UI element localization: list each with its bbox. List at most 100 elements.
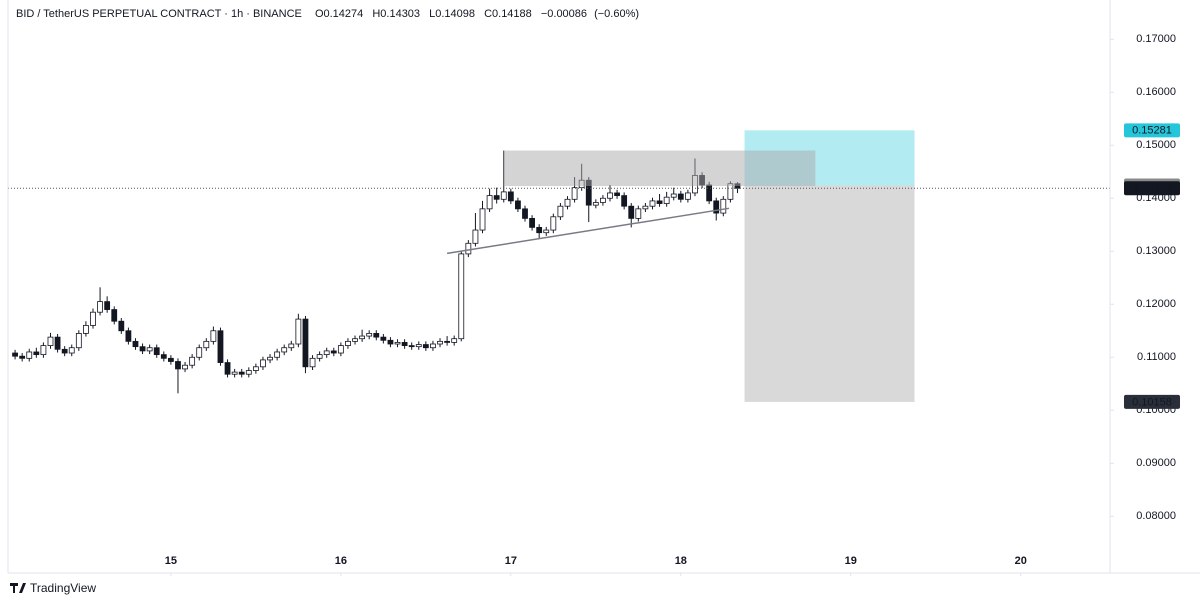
last-price-tag-box [1124,181,1180,196]
change-percent: (−0.60%) [594,8,639,20]
candle-body [522,208,528,219]
candle-body [316,354,323,359]
candle-body [337,345,344,354]
candle-body [302,318,309,368]
chart-header: BID / TetherUS PERPETUAL CONTRACT · 1h ·… [16,8,639,20]
drawings-back [744,130,915,402]
candle-body [394,342,401,345]
ohlc-value: 0.14098 [435,8,475,20]
candle-body [401,342,408,347]
x-tick-label: 16 [335,555,347,567]
candle-body [564,198,571,207]
y-tick-label: 0.16000 [1136,86,1176,98]
candle-body [252,366,259,371]
x-tick-label: 17 [505,555,517,567]
candle-body [472,229,479,244]
candle-body [260,359,266,368]
y-tick-label: 0.12000 [1136,298,1176,310]
candle-body [493,195,500,200]
candle-body [167,357,174,362]
candle-body [677,193,684,200]
candle-body [536,226,543,234]
candle-body [600,197,606,203]
candle-body [175,361,181,370]
candle-body [500,191,507,200]
candle-body [479,208,486,231]
candle-body [238,371,245,375]
candle-body [40,345,47,356]
range-rectangle [503,150,816,187]
candle-body [706,184,713,202]
candle-body [330,350,337,354]
candle-body [373,333,380,338]
y-tick-label: 0.13000 [1136,245,1176,257]
logo-icon [10,583,26,593]
candle-body [203,340,210,349]
candle-body [352,338,358,342]
candle-body [649,200,656,207]
candle-body [231,371,238,375]
candle-body [642,205,649,210]
y-tick-label: 0.15000 [1136,139,1176,151]
candle-body [309,357,316,368]
candle-body [543,229,550,234]
candle-body [47,336,54,347]
candle-body [529,217,535,228]
candle-body [267,356,273,361]
candle-body [444,340,451,343]
candle-body [670,193,677,198]
symbol-title: BID / TetherUS PERPETUAL CONTRACT · 1h ·… [16,8,302,20]
candle-body [210,330,217,342]
candle-body [111,309,118,322]
candle-body [515,200,521,210]
candle-body [430,343,436,349]
ohlc-key: C [484,8,492,20]
candle-body [160,354,167,359]
stop-tag: 0.10158 [1132,396,1172,408]
candle-body [33,351,40,356]
target-tag: 0.15281 [1132,125,1172,137]
candle-body [571,187,578,200]
trend-line [446,207,730,255]
candle-body [153,347,160,356]
candle-body [366,333,373,337]
candle-body [465,242,472,255]
candle-body [614,192,620,196]
branding-logo: TradingView [10,581,96,595]
ohlc-value: 0.14188 [492,8,532,20]
candle-body [295,318,302,345]
candle-body [635,208,642,219]
candle-body [592,202,599,206]
x-tick-label: 19 [845,555,857,567]
candle-body [621,195,628,207]
candle-body [75,333,82,349]
candle-body [408,345,415,348]
candle-body [727,183,734,200]
candle-body [451,338,458,343]
y-tick-label: 0.08000 [1136,510,1176,522]
candle-body [125,330,132,342]
candle-body [713,200,720,214]
candle-body [422,344,429,349]
candle-body [281,347,288,353]
candle-body [288,343,295,349]
ohlc-value: 0.14303 [380,8,420,20]
candle-body [12,352,18,357]
candle-body [19,355,26,359]
y-tick-label: 0.11000 [1137,351,1176,363]
candle-body [224,362,231,375]
candle-body [437,340,443,345]
candle-body [550,216,557,231]
y-tick-label: 0.09000 [1136,457,1176,469]
candle-body [90,311,96,326]
y-tick-label: 0.17000 [1136,33,1176,45]
candle-body [507,191,514,202]
change: −0.00086 [541,8,587,20]
stop-zone [744,185,915,402]
candle-body [54,336,61,350]
candle-body [557,205,564,218]
ohlc-key: H [372,8,380,20]
